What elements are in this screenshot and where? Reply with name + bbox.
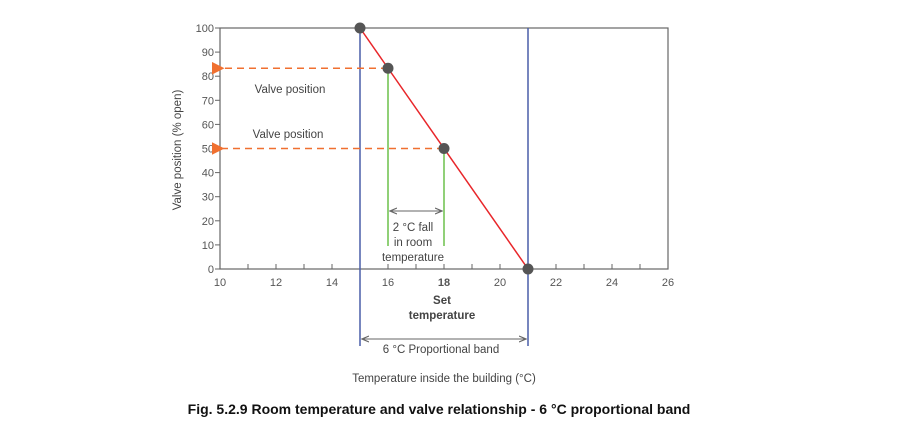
y-tick-label: 30 [202,192,214,204]
y-tick-label: 80 [202,71,214,83]
y-tick-label: 100 [196,23,214,35]
x-tick-label: 18 [438,277,450,289]
y-tick-label: 40 [202,168,214,180]
data-point [522,263,534,275]
y-axis-label: Valve position (% open) [172,90,184,211]
x-tick-label: 20 [494,277,506,289]
y-tick-label: 60 [202,119,214,131]
data-point [354,22,366,34]
x-axis-label: Temperature inside the building (°C) [352,373,536,385]
data-point [438,143,450,154]
x-tick-label: 24 [606,277,618,289]
fall-label-2: in room [394,237,432,249]
x-tick-label: 22 [550,277,562,289]
x-tick-label: 12 [270,277,282,289]
valve-position-label-1: Valve position [255,84,326,96]
y-tick-label: 0 [208,264,214,276]
y-tick-label: 50 [202,144,214,156]
y-tick-label: 90 [202,47,214,59]
x-tick-label: 14 [326,277,338,289]
fall-label-1: 2 °C fall [393,222,433,234]
valve-position-label-2: Valve position [253,129,324,141]
data-point [382,62,394,74]
caption-text: Fig. 5.2.9 Room temperature and valve re… [187,401,691,417]
set-temperature-label-2: temperature [409,310,475,322]
x-tick-label: 26 [662,277,674,289]
x-tick-label: 16 [382,277,394,289]
proportional-band-label: 6 °C Proportional band [383,344,499,356]
y-tick-label: 10 [202,240,214,252]
y-tick-label: 70 [202,95,214,107]
x-tick-label: 10 [214,277,226,289]
set-temperature-label-1: Set [433,295,451,307]
figure-caption: Fig. 5.2.9 Room temperature and valve re… [0,401,900,417]
fall-label-3: temperature [382,252,444,264]
y-tick-label: 20 [202,216,214,228]
